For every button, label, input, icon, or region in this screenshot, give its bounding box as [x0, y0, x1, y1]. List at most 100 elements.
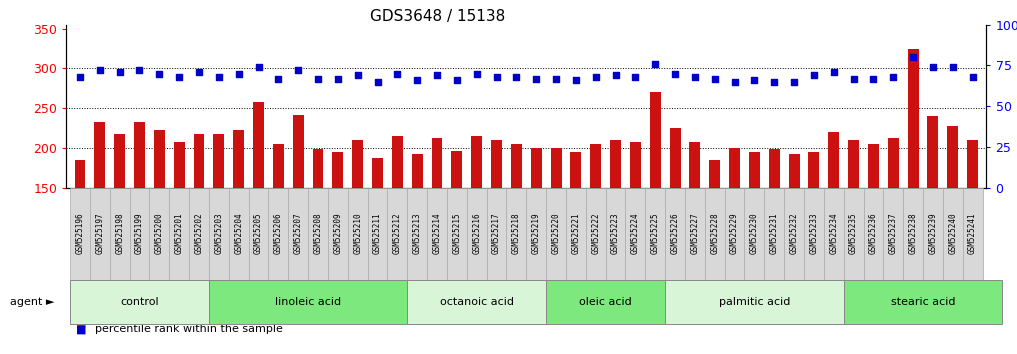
Text: GSM525226: GSM525226 [670, 213, 679, 255]
Point [231, 71, 247, 76]
Text: GSM525227: GSM525227 [691, 213, 700, 255]
Point [330, 76, 346, 81]
Bar [769, 149, 780, 188]
Point [746, 77, 763, 83]
Bar [95, 122, 106, 188]
Bar [333, 152, 344, 188]
Text: ■: ■ [76, 317, 86, 327]
Bar [550, 148, 561, 188]
Point [290, 68, 306, 73]
Text: octanoic acid: octanoic acid [439, 297, 514, 307]
Point [786, 79, 802, 85]
Text: GSM525209: GSM525209 [334, 213, 343, 255]
Bar [709, 160, 720, 188]
Text: GSM525204: GSM525204 [234, 213, 243, 255]
Bar [650, 92, 661, 188]
Text: GSM525213: GSM525213 [413, 213, 422, 255]
Point [171, 74, 187, 80]
Text: GSM525196: GSM525196 [75, 213, 84, 255]
Bar [154, 130, 165, 188]
Text: GSM525203: GSM525203 [215, 213, 224, 255]
Bar [193, 135, 204, 188]
Bar [590, 144, 601, 188]
Bar [749, 152, 760, 188]
Point [865, 76, 882, 81]
Text: control: control [120, 297, 159, 307]
Bar [907, 48, 918, 188]
Point [369, 79, 385, 85]
Text: GSM525228: GSM525228 [710, 213, 719, 255]
Point [826, 69, 842, 75]
Text: percentile rank within the sample: percentile rank within the sample [95, 324, 283, 334]
Bar [471, 136, 482, 188]
Bar [491, 140, 502, 188]
Bar [511, 144, 522, 188]
Point [448, 77, 465, 83]
Text: GSM525221: GSM525221 [572, 213, 581, 255]
Bar [690, 142, 701, 188]
Text: GSM525235: GSM525235 [849, 213, 858, 255]
Text: stearic acid: stearic acid [891, 297, 955, 307]
Text: GSM525232: GSM525232 [789, 213, 798, 255]
Text: linoleic acid: linoleic acid [275, 297, 341, 307]
Text: GSM525224: GSM525224 [631, 213, 640, 255]
Point [667, 71, 683, 76]
Bar [392, 136, 403, 188]
Point [707, 76, 723, 81]
Text: GSM525208: GSM525208 [313, 213, 322, 255]
Point [726, 79, 742, 85]
Bar [928, 116, 939, 188]
Bar [828, 132, 839, 188]
Bar [571, 152, 582, 188]
Text: GDS3648 / 15138: GDS3648 / 15138 [370, 9, 504, 24]
Text: GSM525197: GSM525197 [96, 213, 105, 255]
Point [409, 77, 425, 83]
Point [350, 73, 366, 78]
Bar [809, 152, 820, 188]
Point [686, 74, 703, 80]
Text: GSM525236: GSM525236 [869, 213, 878, 255]
Point [945, 64, 961, 70]
Text: GSM525214: GSM525214 [432, 213, 441, 255]
Point [191, 69, 207, 75]
Text: GSM525240: GSM525240 [948, 213, 957, 255]
Point [607, 73, 623, 78]
Text: GSM525216: GSM525216 [472, 213, 481, 255]
Point [152, 71, 168, 76]
Text: GSM525241: GSM525241 [968, 213, 977, 255]
Text: agent ►: agent ► [10, 297, 55, 307]
Bar [947, 126, 958, 188]
Bar [293, 115, 304, 188]
Text: GSM525233: GSM525233 [810, 213, 819, 255]
Text: GSM525215: GSM525215 [453, 213, 462, 255]
Point [250, 64, 266, 70]
Text: GSM525201: GSM525201 [175, 213, 184, 255]
Text: oleic acid: oleic acid [580, 297, 632, 307]
Text: GSM525229: GSM525229 [730, 213, 739, 255]
Text: GSM525230: GSM525230 [750, 213, 759, 255]
Bar [531, 148, 542, 188]
Bar [114, 133, 125, 188]
Point [964, 74, 980, 80]
Point [924, 64, 941, 70]
Point [131, 68, 147, 73]
Point [390, 71, 406, 76]
Point [647, 61, 663, 67]
Bar [967, 140, 978, 188]
Text: GSM525198: GSM525198 [115, 213, 124, 255]
Point [528, 76, 544, 81]
Bar [412, 154, 423, 188]
Text: GSM525217: GSM525217 [492, 213, 501, 255]
Text: GSM525223: GSM525223 [611, 213, 620, 255]
Bar [253, 102, 264, 188]
Bar [372, 158, 383, 188]
Text: GSM525207: GSM525207 [294, 213, 303, 255]
Text: GSM525210: GSM525210 [353, 213, 362, 255]
Point [548, 76, 564, 81]
Bar [233, 130, 244, 188]
Bar [273, 144, 284, 188]
Bar [669, 128, 680, 188]
Point [805, 73, 822, 78]
Bar [174, 142, 185, 188]
Text: ■: ■ [76, 324, 86, 334]
